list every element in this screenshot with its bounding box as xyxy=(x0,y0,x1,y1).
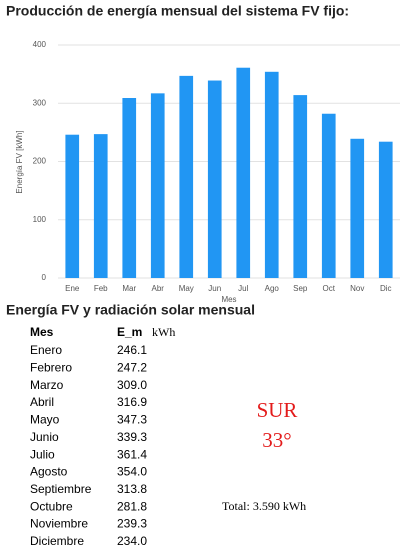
angle: 33° xyxy=(262,428,291,452)
bar xyxy=(236,67,251,278)
x-tick-label: Nov xyxy=(350,284,364,293)
total: Total: 3.590 kWh xyxy=(222,499,306,513)
table-cell: Marzo xyxy=(30,378,64,392)
y-tick-label: 100 xyxy=(33,215,47,224)
table-cell: 354.0 xyxy=(117,465,147,479)
table-cell: Febrero xyxy=(30,361,72,375)
table-cell: 247.2 xyxy=(117,361,147,375)
table-cell: Junio xyxy=(30,430,59,444)
y-tick-label: 200 xyxy=(33,157,47,166)
bar xyxy=(150,93,165,278)
bar xyxy=(264,71,279,278)
x-tick-label: Abr xyxy=(152,284,165,293)
bar xyxy=(293,95,308,278)
orientation: SUR xyxy=(257,398,298,422)
table-cell: 234.0 xyxy=(117,534,147,548)
table-header: E_m xyxy=(117,325,142,339)
table-cell: 313.8 xyxy=(117,482,147,496)
x-tick-label: Ago xyxy=(265,284,280,293)
x-tick-label: Feb xyxy=(94,284,108,293)
x-tick-label: Jun xyxy=(208,284,221,293)
table-cell: 281.8 xyxy=(117,499,147,513)
table-header: Mes xyxy=(30,325,54,339)
table-cell: 316.9 xyxy=(117,395,147,409)
y-tick-label: 400 xyxy=(33,40,47,49)
x-axis-label: Mes xyxy=(221,295,236,304)
y-tick-label: 300 xyxy=(33,98,47,107)
table-cell: 347.3 xyxy=(117,413,147,427)
table-title: Energía FV y radiación solar mensual xyxy=(6,302,255,318)
table-cell: 339.3 xyxy=(117,430,147,444)
table-cell: Mayo xyxy=(30,413,60,427)
x-tick-label: Oct xyxy=(323,284,336,293)
table-cell: Noviembre xyxy=(30,517,88,531)
table-cell: Enero xyxy=(30,343,62,357)
table-cell: Agosto xyxy=(30,465,68,479)
x-tick-label: Mar xyxy=(122,284,136,293)
bar xyxy=(179,75,194,278)
table-cell: 361.4 xyxy=(117,447,147,461)
table-cell: Septiembre xyxy=(30,482,92,496)
bar xyxy=(122,98,137,278)
bar xyxy=(65,134,80,278)
x-tick-label: Jul xyxy=(238,284,248,293)
y-axis-label: Energía FV [kWh] xyxy=(15,130,24,193)
bar xyxy=(207,80,222,278)
bar xyxy=(378,141,393,278)
table-cell: Octubre xyxy=(30,499,73,513)
bar xyxy=(93,134,108,278)
y-tick-label: 0 xyxy=(42,273,47,282)
table-header: kWh xyxy=(152,325,175,339)
bar xyxy=(321,113,336,278)
x-tick-label: Dic xyxy=(380,284,392,293)
table-cell: 239.3 xyxy=(117,517,147,531)
bar xyxy=(350,138,365,278)
table-cell: Julio xyxy=(30,447,55,461)
table-cell: Abril xyxy=(30,395,54,409)
table-cell: 246.1 xyxy=(117,343,147,357)
x-tick-label: May xyxy=(179,284,194,293)
x-tick-label: Ene xyxy=(65,284,80,293)
chart-title: Producción de energía mensual del sistem… xyxy=(6,3,349,19)
x-tick-label: Sep xyxy=(293,284,308,293)
table-cell: Diciembre xyxy=(30,534,84,548)
table-cell: 309.0 xyxy=(117,378,147,392)
